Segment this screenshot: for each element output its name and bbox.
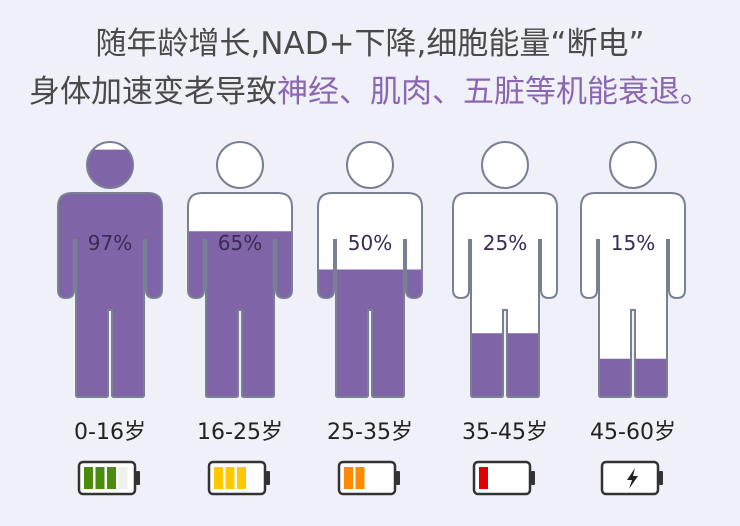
battery-bar [225, 467, 235, 489]
body-outline [452, 192, 558, 398]
percent-label: 50% [348, 231, 392, 255]
head-outline [216, 141, 264, 189]
person-figure: 50% [317, 141, 423, 398]
age-label: 45-60岁 [590, 420, 676, 445]
percent-label: 97% [88, 231, 132, 255]
person-figure: 25% [452, 141, 558, 398]
fill-level [471, 333, 539, 397]
age-label: 0-16岁 [74, 420, 146, 445]
percent-label: 25% [483, 231, 527, 255]
battery-bar [237, 467, 246, 489]
head [610, 142, 656, 188]
head [482, 142, 528, 188]
person-figure: 15% [580, 141, 686, 398]
headline-plain: 身体加速变老导致 [29, 74, 277, 110]
body-outline [580, 192, 686, 398]
age-label: 35-45岁 [462, 420, 548, 445]
fill-level [318, 269, 422, 397]
headline-line-1: 随年龄增长,NAD+下降,细胞能量“断电” [95, 26, 645, 62]
age-label: 16-25岁 [197, 420, 283, 445]
head [217, 142, 263, 188]
body-outline [317, 192, 423, 398]
body [581, 193, 685, 397]
battery-icon [600, 460, 663, 496]
battery-icon [207, 460, 270, 496]
body-outline [57, 192, 163, 398]
head-outline [86, 141, 134, 189]
battery-bar [214, 467, 223, 489]
battery-bar [344, 467, 353, 489]
battery-bar [84, 467, 93, 489]
lightning-icon [627, 468, 638, 489]
battery-bar [479, 467, 488, 489]
fill-level [58, 149, 162, 397]
head-outline [481, 141, 529, 189]
headline-highlight: 神经、肌肉、五脏等机能衰退。 [277, 74, 711, 110]
person-figure: 97% [57, 141, 163, 398]
fill-level [188, 231, 292, 397]
battery-icon [337, 460, 400, 496]
head [347, 142, 393, 188]
fill-level [599, 358, 667, 397]
battery-bar [355, 467, 365, 489]
battery-bar [107, 467, 116, 489]
head-outline [609, 141, 657, 189]
percent-label: 15% [611, 231, 655, 255]
head-outline [346, 141, 394, 189]
battery-bar-empty [118, 467, 128, 489]
body-outline [187, 192, 293, 398]
battery-icon [77, 460, 140, 496]
battery-bar [95, 467, 105, 489]
age-label: 25-35岁 [327, 420, 413, 445]
person-figure: 65% [187, 141, 293, 398]
percent-label: 65% [218, 231, 262, 255]
battery-icon [472, 460, 535, 496]
headline-line-2: 身体加速变老导致神经、肌肉、五脏等机能衰退。 [0, 66, 740, 111]
